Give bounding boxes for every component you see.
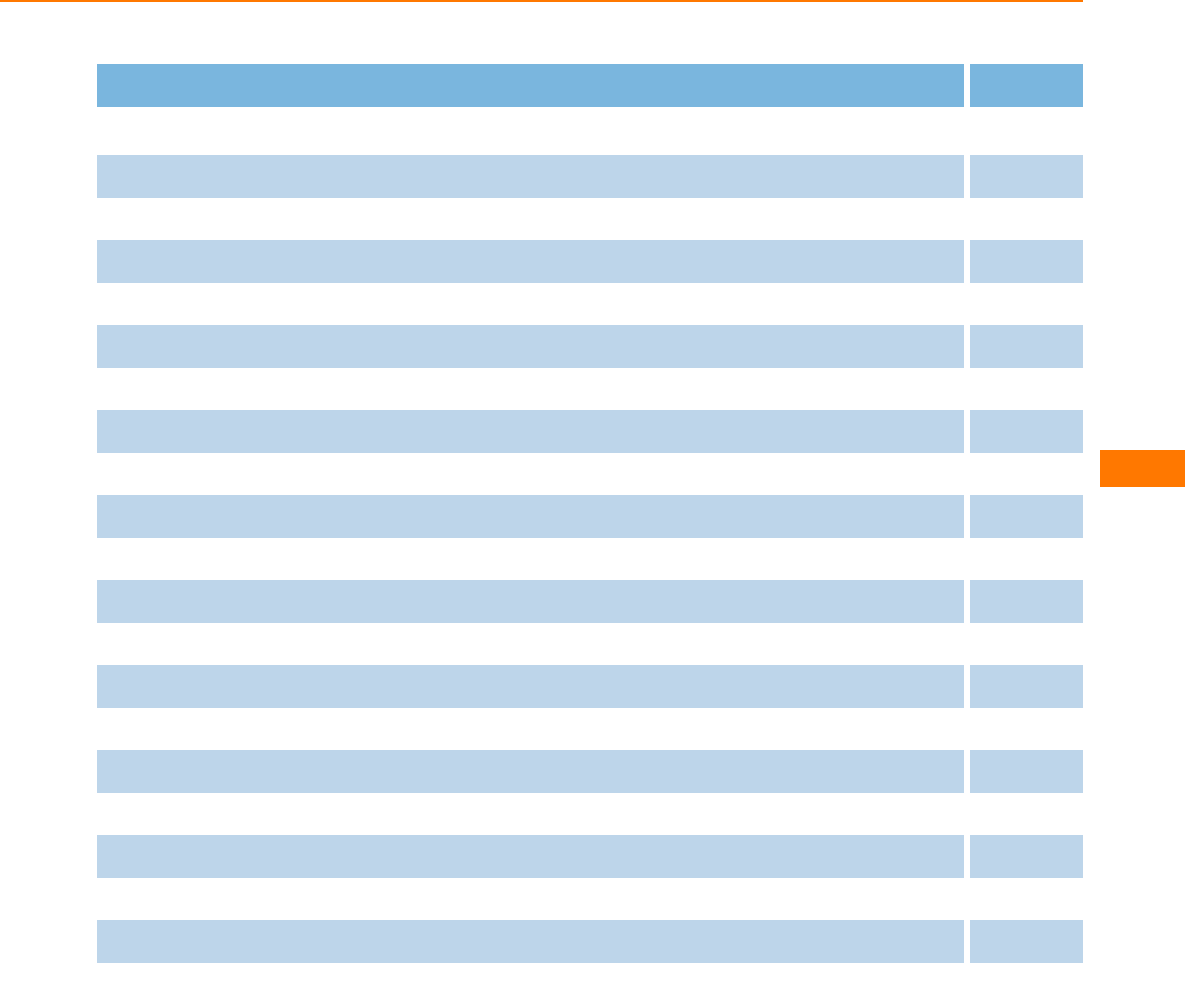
row-page-cell xyxy=(970,240,1083,283)
row-page-cell xyxy=(970,410,1083,453)
row-title-cell xyxy=(97,240,964,283)
side-tab-marker xyxy=(1100,450,1185,487)
table-row xyxy=(97,410,1083,453)
row-page-cell xyxy=(970,750,1083,793)
table-row xyxy=(97,835,1083,878)
row-title-cell xyxy=(97,155,964,198)
row-title-cell xyxy=(97,495,964,538)
row-page-cell xyxy=(970,495,1083,538)
row-title-cell xyxy=(97,580,964,623)
table-row xyxy=(97,240,1083,283)
header-page-cell xyxy=(970,64,1083,107)
row-title-cell xyxy=(97,665,964,708)
table-row xyxy=(97,325,1083,368)
row-page-cell xyxy=(970,155,1083,198)
table-row xyxy=(97,750,1083,793)
table-row xyxy=(97,920,1083,963)
row-page-cell xyxy=(970,665,1083,708)
table-row xyxy=(97,665,1083,708)
table-header-row xyxy=(97,64,1083,107)
row-page-cell xyxy=(970,325,1083,368)
row-page-cell xyxy=(970,580,1083,623)
table-row xyxy=(97,495,1083,538)
row-title-cell xyxy=(97,750,964,793)
row-title-cell xyxy=(97,920,964,963)
contents-table xyxy=(97,64,1083,1005)
row-title-cell xyxy=(97,325,964,368)
row-title-cell xyxy=(97,835,964,878)
header-title-cell xyxy=(97,64,964,107)
row-page-cell xyxy=(970,835,1083,878)
row-title-cell xyxy=(97,410,964,453)
top-accent-rule xyxy=(0,0,1083,2)
table-row xyxy=(97,155,1083,198)
row-page-cell xyxy=(970,920,1083,963)
table-row xyxy=(97,580,1083,623)
